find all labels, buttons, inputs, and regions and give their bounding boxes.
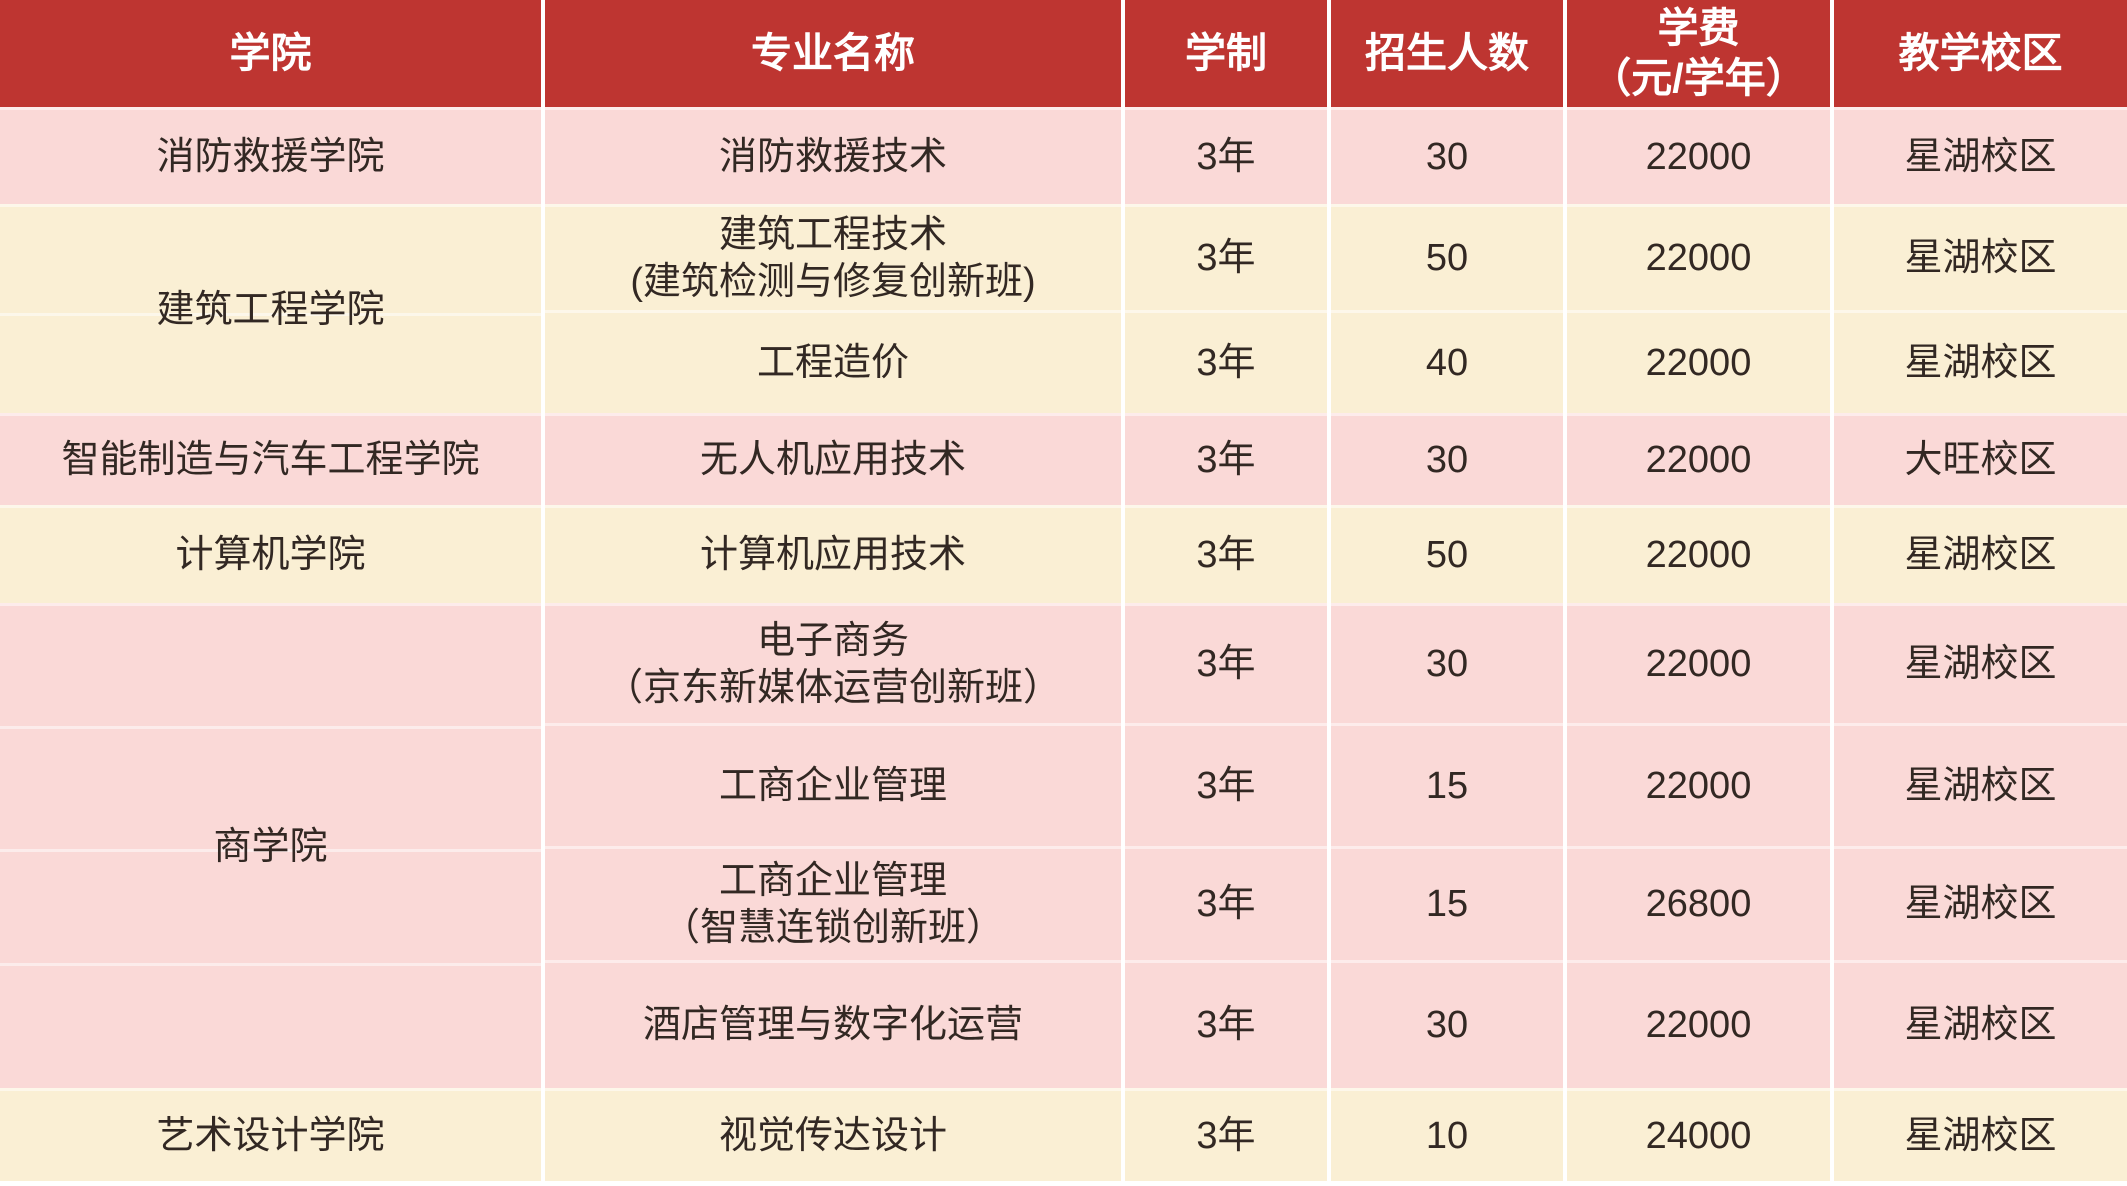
header-duration: 学制	[1125, 0, 1327, 107]
campus-cell: 星湖校区	[1834, 603, 2127, 723]
campus-cell: 星湖校区	[1834, 1088, 2127, 1181]
campus-cell: 星湖校区	[1834, 204, 2127, 310]
major-cell: 工商企业管理 （智慧连锁创新班）	[545, 846, 1121, 960]
campus-cell: 星湖校区	[1834, 505, 2127, 603]
duration-cell: 3年	[1125, 723, 1327, 846]
duration-cell: 3年	[1125, 107, 1327, 204]
enrollment-cell: 30	[1331, 413, 1563, 505]
campus-cell: 星湖校区	[1834, 107, 2127, 204]
campus-cell: 星湖校区	[1834, 310, 2127, 413]
major-cell: 计算机应用技术	[545, 505, 1121, 603]
college-cell: 智能制造与汽车工程学院	[0, 413, 541, 505]
enrollment-cell: 15	[1331, 723, 1563, 846]
duration-cell: 3年	[1125, 413, 1327, 505]
enrollment-cell: 10	[1331, 1088, 1563, 1181]
tuition-cell: 24000	[1567, 1088, 1830, 1181]
campus-cell: 大旺校区	[1834, 413, 2127, 505]
major-cell: 消防救援技术	[545, 107, 1121, 204]
header-college: 学院	[0, 0, 541, 107]
duration-cell: 3年	[1125, 846, 1327, 960]
tuition-cell: 22000	[1567, 107, 1830, 204]
major-cell: 建筑工程技术 (建筑检测与修复创新班)	[545, 204, 1121, 310]
header-tuition: 学费 （元/学年）	[1567, 0, 1830, 107]
campus-cell: 星湖校区	[1834, 846, 2127, 960]
duration-cell: 3年	[1125, 310, 1327, 413]
duration-cell: 3年	[1125, 603, 1327, 723]
enrollment-cell: 30	[1331, 603, 1563, 723]
college-cell: 消防救援学院	[0, 107, 541, 204]
major-cell: 无人机应用技术	[545, 413, 1121, 505]
tuition-cell: 22000	[1567, 413, 1830, 505]
tuition-cell: 22000	[1567, 960, 1830, 1088]
duration-cell: 3年	[1125, 960, 1327, 1088]
tuition-cell: 22000	[1567, 310, 1830, 413]
tuition-cell: 22000	[1567, 204, 1830, 310]
campus-cell: 星湖校区	[1834, 723, 2127, 846]
tuition-cell: 22000	[1567, 505, 1830, 603]
major-cell: 工程造价	[545, 310, 1121, 413]
enrollment-cell: 40	[1331, 310, 1563, 413]
header-major: 专业名称	[545, 0, 1121, 107]
duration-cell: 3年	[1125, 505, 1327, 603]
enrollment-cell: 30	[1331, 107, 1563, 204]
college-cell: 艺术设计学院	[0, 1088, 541, 1181]
college-cell: 建筑工程学院	[0, 204, 541, 413]
enrollment-cell: 50	[1331, 505, 1563, 603]
enrollment-cell: 30	[1331, 960, 1563, 1088]
tuition-cell: 26800	[1567, 846, 1830, 960]
header-campus: 教学校区	[1834, 0, 2127, 107]
college-cell: 商学院	[0, 603, 541, 1088]
major-cell: 视觉传达设计	[545, 1088, 1121, 1181]
header-enrollment: 招生人数	[1331, 0, 1563, 107]
major-cell: 酒店管理与数字化运营	[545, 960, 1121, 1088]
major-cell: 工商企业管理	[545, 723, 1121, 846]
enrollment-cell: 15	[1331, 846, 1563, 960]
duration-cell: 3年	[1125, 204, 1327, 310]
campus-cell: 星湖校区	[1834, 960, 2127, 1088]
tuition-cell: 22000	[1567, 723, 1830, 846]
duration-cell: 3年	[1125, 1088, 1327, 1181]
enrollment-cell: 50	[1331, 204, 1563, 310]
college-cell: 计算机学院	[0, 505, 541, 603]
tuition-cell: 22000	[1567, 603, 1830, 723]
major-cell: 电子商务 （京东新媒体运营创新班）	[545, 603, 1121, 723]
